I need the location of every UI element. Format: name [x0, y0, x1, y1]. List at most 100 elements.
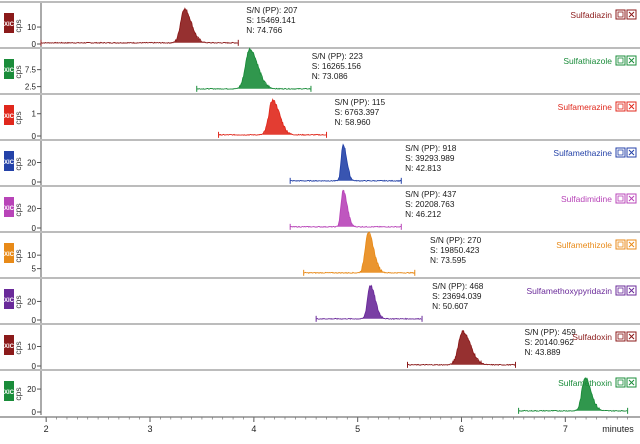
x-tick-label: 5 [355, 424, 360, 434]
xic-trace-icon-label: XIC [4, 344, 15, 350]
peak-stat-label: S/N (PP): 223 [312, 51, 364, 61]
xic-trace-icon-label: XIC [4, 390, 15, 396]
restore-button[interactable] [615, 147, 626, 158]
restore-button[interactable] [615, 377, 626, 388]
y-tick-label: 0 [32, 316, 37, 325]
peak-stat-label: N: 73.595 [430, 255, 466, 265]
y-unit-label: cps [13, 157, 23, 170]
restore-icon [617, 241, 624, 248]
peak-stat-label: N: 43.889 [525, 347, 561, 357]
close-icon [628, 57, 635, 64]
xic-trace-icon-label: XIC [4, 68, 15, 74]
trace-line-sulfamethizole [303, 231, 415, 274]
restore-icon [617, 195, 624, 202]
y-tick-label: 10 [27, 23, 36, 32]
peak-stat-label: S/N (PP): 459 [525, 327, 577, 337]
y-tick-label: 0 [32, 362, 37, 371]
close-icon [628, 195, 635, 202]
peak-stat-label: S: 39293.989 [405, 153, 455, 163]
x-tick-label: 6 [459, 424, 464, 434]
xic-trace-icon[interactable] [4, 105, 14, 125]
restore-icon [617, 149, 624, 156]
xic-trace-icon-label: XIC [4, 298, 15, 304]
peak-area-sulfadiazin [174, 8, 207, 43]
peak-stat-label: N: 42.813 [405, 163, 441, 173]
peak-area-sulfamethoxin [576, 377, 604, 411]
y-unit-label: cps [13, 203, 23, 216]
close-icon [628, 379, 635, 386]
trace-line-sulfathiazole [196, 47, 311, 90]
trace-line-sulfamethoxin [518, 377, 628, 412]
xic-trace-icon[interactable] [4, 197, 14, 217]
xic-trace-icon[interactable] [4, 13, 14, 33]
xic-trace-icon-label: XIC [4, 22, 15, 28]
y-tick-label: 20 [27, 385, 36, 394]
xic-trace-icon[interactable] [4, 151, 14, 171]
series-label-sulfamerazine: Sulfamerazine [558, 102, 613, 112]
y-unit-label: cps [13, 387, 23, 400]
restore-button[interactable] [615, 193, 626, 204]
peak-stat-label: S/N (PP): 468 [432, 281, 484, 291]
x-tick-label: 3 [148, 424, 153, 434]
y-tick-label: 2.5 [25, 83, 37, 92]
close-icon [628, 11, 635, 18]
y-tick-label: 7.5 [25, 66, 37, 75]
restore-button[interactable] [615, 285, 626, 296]
trace-line-sulfamethazine [290, 143, 402, 182]
close-icon [628, 103, 635, 110]
peak-stat-label: S: 6763.397 [335, 107, 380, 117]
y-tick-label: 0 [32, 224, 37, 233]
series-label-sulfadoxin: Sulfadoxin [572, 332, 612, 342]
trace-line-sulfamerazine [218, 98, 327, 136]
xic-trace-icon[interactable] [4, 243, 14, 263]
restore-icon [617, 57, 624, 64]
restore-icon [617, 11, 624, 18]
peak-stat-label: S/N (PP): 437 [405, 189, 457, 199]
restore-button[interactable] [615, 331, 626, 342]
peak-stat-label: S: 19850.423 [430, 245, 480, 255]
y-unit-label: cps [13, 295, 23, 308]
x-tick-label: 7 [563, 424, 568, 434]
xic-trace-icon[interactable] [4, 59, 14, 79]
y-tick-label: 20 [27, 205, 36, 214]
peak-stat-label: S/N (PP): 918 [405, 143, 457, 153]
xic-trace-icon[interactable] [4, 381, 14, 401]
y-unit-label: cps [13, 341, 23, 354]
trace-line-sulfadiazin [41, 7, 238, 44]
series-label-sulfathiazole: Sulfathiazole [563, 56, 612, 66]
xic-trace-icon[interactable] [4, 289, 14, 309]
y-tick-label: 5 [32, 265, 37, 274]
x-tick-label: 4 [251, 424, 256, 434]
y-tick-label: 0 [32, 132, 37, 141]
close-icon [628, 149, 635, 156]
x-tick-label: 2 [44, 424, 49, 434]
xic-trace-icon-label: XIC [4, 114, 15, 120]
restore-button[interactable] [615, 239, 626, 250]
y-unit-label: cps [13, 65, 23, 78]
series-label-sulfadimidine: Sulfadimidine [561, 194, 612, 204]
restore-icon [617, 333, 624, 340]
restore-button[interactable] [615, 55, 626, 66]
series-label-sulfamethoxypyridazin: Sulfamethoxypyridazin [526, 286, 612, 296]
peak-stat-label: S: 15469.141 [246, 15, 296, 25]
restore-icon [617, 103, 624, 110]
xic-trace-icon-label: XIC [4, 206, 15, 212]
y-tick-label: 20 [27, 297, 36, 306]
restore-button[interactable] [615, 9, 626, 20]
peak-stat-label: N: 50.607 [432, 301, 468, 311]
xic-trace-icon[interactable] [4, 335, 14, 355]
peak-stat-label: N: 73.086 [312, 71, 348, 81]
xic-trace-icon-label: XIC [4, 252, 15, 258]
restore-button[interactable] [615, 101, 626, 112]
trace-line-sulfadoxin [407, 329, 516, 366]
close-icon [628, 333, 635, 340]
xic-trace-icon-label: XIC [4, 160, 15, 166]
restore-icon [617, 379, 624, 386]
y-tick-label: 1 [32, 110, 37, 119]
peak-stat-label: S: 20140.962 [525, 337, 575, 347]
peak-stat-label: N: 58.960 [335, 117, 371, 127]
close-icon [628, 287, 635, 294]
peak-stat-label: S: 16265.156 [312, 61, 362, 71]
